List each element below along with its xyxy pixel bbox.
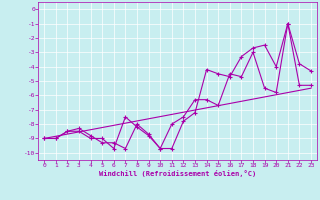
X-axis label: Windchill (Refroidissement éolien,°C): Windchill (Refroidissement éolien,°C) [99, 170, 256, 177]
